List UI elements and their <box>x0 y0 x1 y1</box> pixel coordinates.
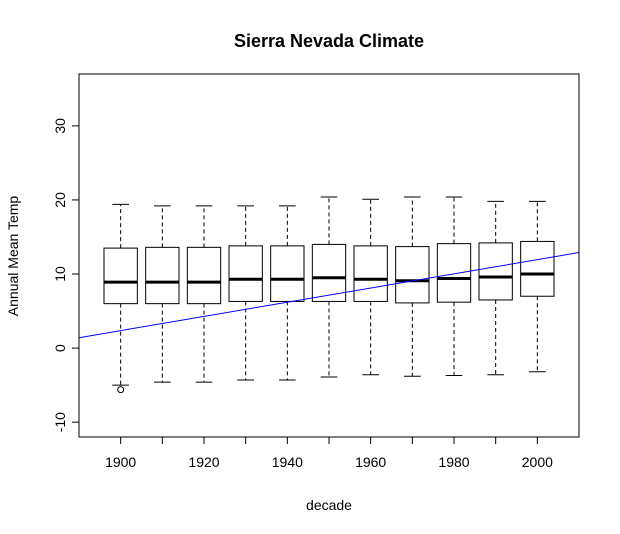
box-1990 <box>478 200 513 376</box>
y-tick-label: -10 <box>52 412 68 432</box>
box-iqr <box>520 240 555 297</box>
x-tick-label: 1980 <box>438 454 469 470</box>
box-iqr <box>103 247 138 305</box>
box-series <box>103 196 555 394</box>
box-iqr <box>436 243 472 303</box>
box-1950 <box>311 196 347 378</box>
box-1900 <box>103 203 138 394</box>
trend-line <box>79 252 579 339</box>
x-tick-label: 1900 <box>105 454 136 470</box>
box-iqr <box>145 246 180 305</box>
box-1920 <box>186 205 222 383</box>
box-2000 <box>520 200 555 373</box>
box-iqr <box>228 245 263 302</box>
box-iqr <box>311 243 347 302</box>
box-iqr <box>353 245 388 302</box>
x-tick-label: 2000 <box>522 454 553 470</box>
chart-title: Sierra Nevada Climate <box>234 31 424 51</box>
box-1930 <box>228 205 263 381</box>
plot-frame <box>78 73 580 438</box>
y-tick-label: 10 <box>52 266 68 282</box>
x-axis-label: decade <box>306 497 352 513</box>
box-1940 <box>270 205 305 381</box>
box-1980 <box>436 196 472 377</box>
box-iqr <box>270 245 305 302</box>
box-iqr <box>395 246 430 304</box>
y-axis-label: Annual Mean Temp <box>5 196 21 317</box>
outlier-point <box>117 386 125 394</box>
x-tick-label: 1940 <box>272 454 303 470</box>
box-iqr <box>186 246 222 305</box>
box-1960 <box>353 198 388 376</box>
x-tick-label: 1960 <box>355 454 386 470</box>
y-tick-label: 20 <box>52 192 68 208</box>
y-tick-label: 30 <box>52 118 68 134</box>
box-iqr <box>478 242 513 301</box>
y-tick-label: 0 <box>52 344 68 352</box>
box-1910 <box>145 205 180 383</box>
x-tick-label: 1920 <box>188 454 219 470</box>
